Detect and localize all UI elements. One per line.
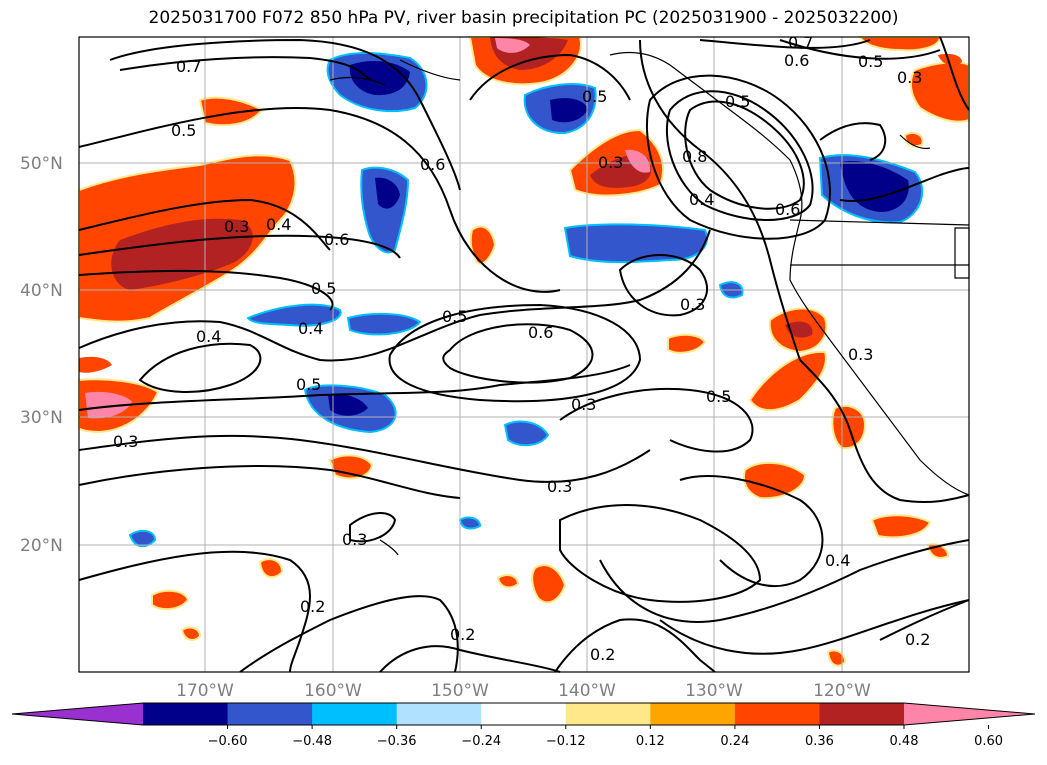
colorbar-segment <box>819 703 905 725</box>
contour-label: 0.5 <box>311 279 336 298</box>
contour-label: 0.2 <box>590 645 615 664</box>
contour-label: 0.5 <box>442 307 467 326</box>
colorbar-segment <box>312 703 398 725</box>
contour-label: 0.4 <box>196 327 221 346</box>
colorbar-tick-label: −0.48 <box>292 734 332 749</box>
colorbar-segment <box>565 703 651 725</box>
map-title: 2025031700 F072 850 hPa PV, river basin … <box>148 8 899 28</box>
lat-label: 30°N <box>20 408 63 428</box>
contour-label: 0.6 <box>324 230 349 249</box>
contour-label: 0.3 <box>571 395 596 414</box>
colorbar-segment <box>396 703 482 725</box>
contour-label: 0.3 <box>342 530 367 549</box>
graticule <box>79 37 969 672</box>
lon-label: 160°W <box>304 681 362 701</box>
contour-label: 0.4 <box>266 215 291 234</box>
contour-label: 0.5 <box>725 92 750 111</box>
contour-label: 0.6 <box>784 51 809 70</box>
colorbar-tick-label: 0.48 <box>890 734 919 749</box>
contour-label: 0.5 <box>171 121 196 140</box>
contour-label: 0.3 <box>547 477 572 496</box>
contour-label: 0.3 <box>848 345 873 364</box>
colorbar-tick-label: −0.12 <box>546 734 586 749</box>
contour-label: 0.3 <box>598 153 623 172</box>
contour-label: 0.6 <box>528 323 553 342</box>
lat-label: 40°N <box>20 281 63 301</box>
colorbar-outline <box>11 702 1036 726</box>
colorbar-tick-label: 0.24 <box>720 734 749 749</box>
lon-label: 170°W <box>176 681 234 701</box>
colorbar-segment <box>734 703 820 725</box>
lat-axis: 50°N 40°N 30°N 20°N <box>20 154 63 556</box>
contour-label: 0.5 <box>582 87 607 106</box>
colorbar: −0.60 −0.48 −0.36 −0.24 −0.12 0.12 0.24 0.36 0.4… <box>11 702 1036 749</box>
lon-axis: 170°W 160°W 150°W 140°W 130°W 120°W <box>176 681 871 701</box>
contour-label: 0.8 <box>682 147 707 166</box>
contour-label: 0.7 <box>788 33 813 52</box>
colorbar-tick-label: −0.60 <box>208 734 248 749</box>
lat-label: 50°N <box>20 154 63 174</box>
contour-label: 0.4 <box>825 551 850 570</box>
contour-label: 0.5 <box>706 387 731 406</box>
colorbar-tick-label: 0.36 <box>805 734 834 749</box>
contour-label: 0.2 <box>905 630 930 649</box>
colorbar-extend-min <box>12 703 143 725</box>
lon-label: 150°W <box>431 681 489 701</box>
colorbar-tick-label: 0.60 <box>974 734 1003 749</box>
contour-label: 0.2 <box>300 597 325 616</box>
pv-contours <box>78 36 970 673</box>
colorbar-tick-label: −0.36 <box>377 734 417 749</box>
contour-label: 0.2 <box>450 625 475 644</box>
colorbar-segment <box>650 703 736 725</box>
contour-label: 0.3 <box>113 432 138 451</box>
contour-label: 0.6 <box>775 200 800 219</box>
lat-label: 20°N <box>20 536 63 556</box>
contour-label: 0.3 <box>224 217 249 236</box>
colorbar-segment <box>481 703 567 725</box>
contour-label-group: 0.7 0.7 0.6 0.5 0.5 0.3 0.6 0.4 0.6 0.5 … <box>113 33 930 664</box>
lon-label: 140°W <box>558 681 616 701</box>
colorbar-tick-label: −0.24 <box>461 734 501 749</box>
contour-label: 0.6 <box>420 155 445 174</box>
contour-label: 0.5 <box>858 52 883 71</box>
map-panel: 0.7 0.7 0.6 0.5 0.5 0.3 0.6 0.4 0.6 0.5 … <box>78 33 970 673</box>
contour-label: 0.5 <box>296 375 321 394</box>
contour-label: 0.3 <box>680 295 705 314</box>
contour-label: 0.3 <box>897 68 922 87</box>
colorbar-segment <box>227 703 313 725</box>
colorbar-extend-max <box>904 703 1035 725</box>
contour-label: 0.4 <box>298 319 323 338</box>
lon-label: 120°W <box>813 681 871 701</box>
colorbar-segment <box>143 703 229 725</box>
coastlines <box>329 51 970 556</box>
contour-label: 0.4 <box>689 190 714 209</box>
colorbar-tick-label: 0.12 <box>636 734 665 749</box>
lon-label: 130°W <box>685 681 743 701</box>
contour-label: 0.7 <box>176 57 201 76</box>
